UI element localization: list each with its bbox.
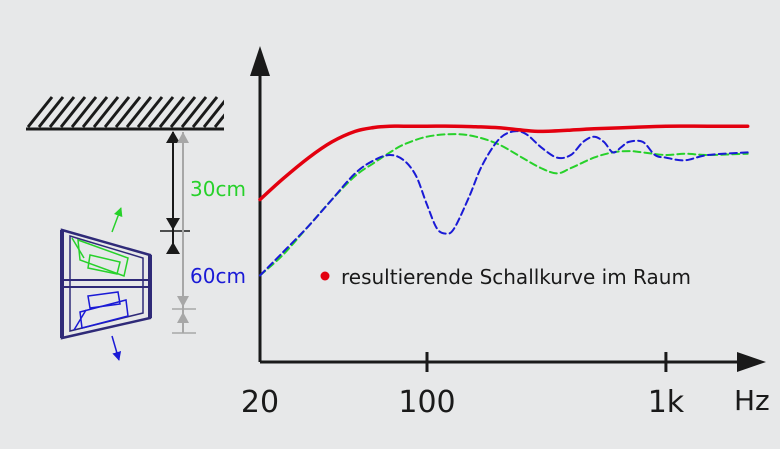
x-tick-labels: 20 100 1k [241,385,685,420]
hatch-line [213,113,224,128]
hatch-line [125,96,153,128]
upper-radiation-arrow-icon [111,207,123,233]
y-axis [250,46,270,362]
hatch-line [48,96,76,128]
hatch-line [59,96,87,128]
x-axis [260,352,766,372]
y-axis-arrow-icon [250,46,270,76]
distance-label-30cm: 30cm [190,177,246,201]
hatch-line [158,96,186,128]
hatch-line [202,99,224,128]
x-tick-label: 100 [398,385,455,420]
x-tick-marks [425,352,668,372]
x-axis-arrow-icon [737,352,766,372]
x-axis-unit-label: Hz [734,384,770,417]
lower-radiation-arrow-icon [111,335,122,361]
lower-driver-icon [73,291,129,331]
x-tick-label: 1k [648,385,685,420]
hatch-line [26,96,54,128]
response-curves [258,124,750,277]
legend: resultierende Schallkurve im Raum [320,265,691,289]
hatch-line [180,96,208,128]
hatch-line [169,96,197,128]
hatch-line [114,96,142,128]
legend-text: resultierende Schallkurve im Raum [341,265,691,289]
distance-label-60cm: 60cm [190,264,246,288]
blue-curve [259,130,749,277]
hatch-line [92,96,120,128]
resulting-curve [258,124,750,202]
hatch-line [147,96,175,128]
upper-driver-icon [71,237,129,277]
green-curve [259,133,749,277]
hatch-line [37,96,65,128]
speaker-box-icon [60,228,152,340]
distance-dimension-60cm [172,132,196,334]
legend-marker-dot [320,271,330,281]
hatch-line [136,96,164,128]
hatch-line [70,96,98,128]
hatch-line [81,96,109,128]
x-tick-label: 20 [241,385,279,420]
hatch-line [103,96,131,128]
hatch-line [191,96,219,128]
distance-dimension-30cm [160,128,190,254]
ceiling-hatch [26,96,224,131]
